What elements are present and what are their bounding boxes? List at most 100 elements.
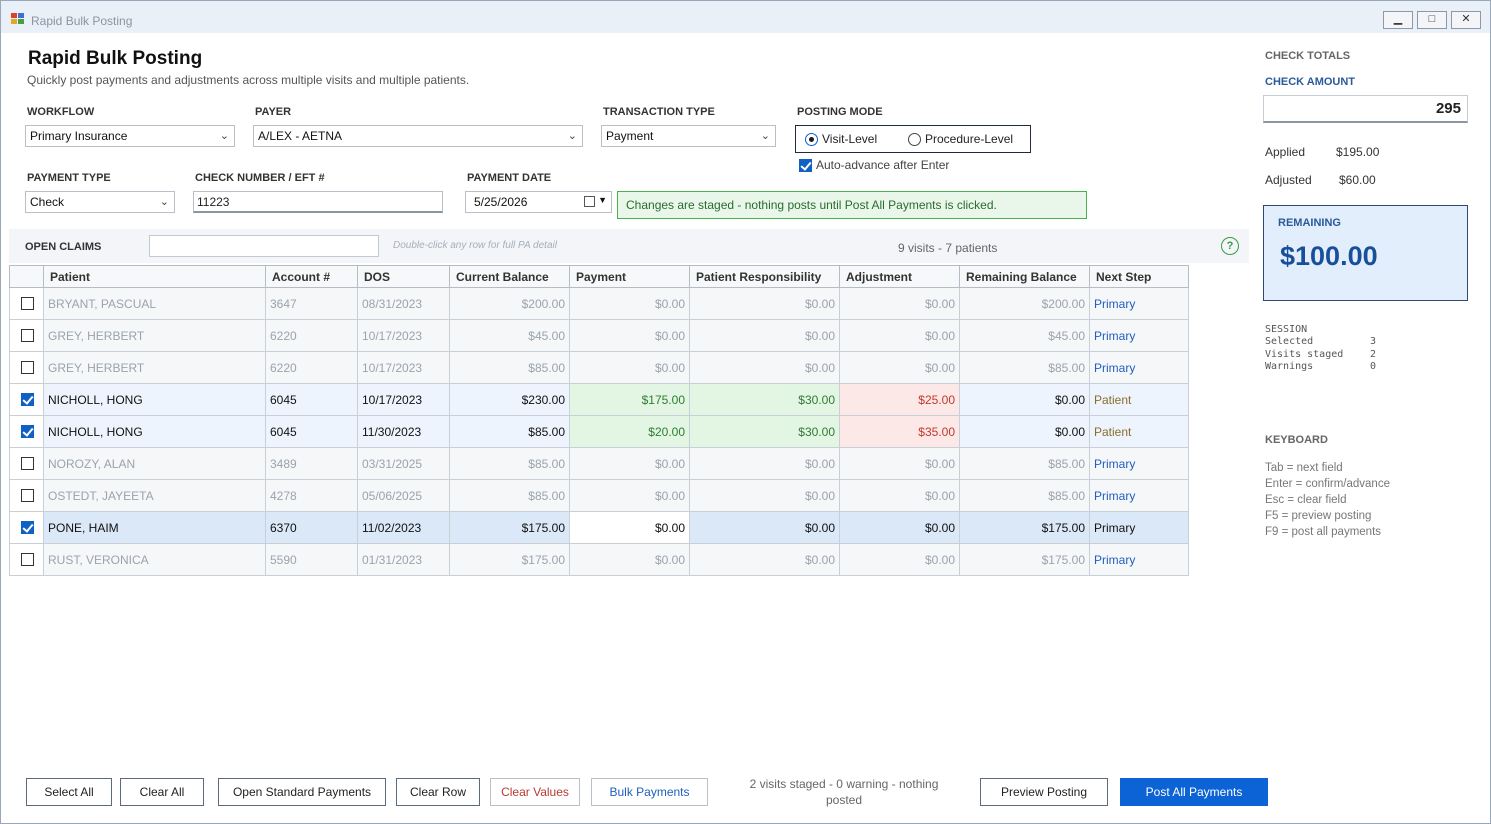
auto-advance-label[interactable]: Auto-advance after Enter — [816, 158, 950, 172]
staged-status: 2 visits staged - 0 warning - nothing po… — [749, 777, 939, 807]
cell-adjustment[interactable]: $25.00 — [839, 383, 960, 416]
cell-patient-responsibility[interactable]: $0.00 — [689, 351, 840, 384]
maximize-button[interactable]: □ — [1417, 11, 1447, 29]
cell-dos: 05/06/2025 — [357, 479, 450, 512]
cell-patient-responsibility[interactable]: $30.00 — [689, 415, 840, 448]
minimize-button[interactable]: ▁ — [1383, 11, 1413, 29]
row-checkbox[interactable] — [21, 521, 34, 534]
row-checkbox[interactable] — [21, 393, 34, 406]
close-button[interactable]: ✕ — [1451, 11, 1481, 29]
payment-date-value: 5/25/2026 — [474, 195, 528, 209]
auto-advance-checkbox[interactable] — [799, 159, 812, 172]
cell-adjustment[interactable]: $0.00 — [839, 479, 960, 512]
col-current-balance[interactable]: Current Balance — [449, 265, 570, 288]
cell-payment[interactable]: $0.00 — [569, 479, 690, 512]
table-row[interactable]: BRYANT, PASCUAL 3647 08/31/2023 $200.00 $0.0… — [9, 287, 1189, 320]
table-row[interactable]: NICHOLL, HONG 6045 10/17/2023 $230.00 $175.0… — [9, 383, 1189, 416]
cell-adjustment[interactable]: $0.00 — [839, 351, 960, 384]
cell-patient-responsibility[interactable]: $0.00 — [689, 447, 840, 480]
help-icon[interactable]: ? — [1221, 237, 1239, 255]
shortcut-item: F9 = post all payments — [1265, 526, 1382, 538]
table-row[interactable]: NOROZY, ALAN 3489 03/31/2025 $85.00 $0.00 $0.… — [9, 447, 1189, 480]
payment-type-select[interactable]: Check ⌄ — [25, 191, 175, 213]
row-checkbox[interactable] — [21, 489, 34, 502]
claims-filter-input[interactable] — [149, 235, 379, 257]
cell-adjustment[interactable]: $0.00 — [839, 447, 960, 480]
cell-payment[interactable]: $0.00 — [569, 447, 690, 480]
clear-values-button[interactable]: Clear Values — [490, 778, 580, 806]
post-all-payments-button[interactable]: Post All Payments — [1120, 778, 1268, 806]
table-row[interactable]: GREY, HERBERT 6220 10/17/2023 $45.00 $0.00 $0… — [9, 319, 1189, 352]
col-patient-responsibility[interactable]: Patient Responsibility — [689, 265, 840, 288]
row-checkbox[interactable] — [21, 457, 34, 470]
transaction-type-select[interactable]: Payment ⌄ — [601, 125, 776, 147]
cell-next-step: Patient — [1089, 415, 1189, 448]
cell-payment[interactable]: $0.00 — [569, 511, 690, 544]
cell-adjustment[interactable]: $0.00 — [839, 319, 960, 352]
cell-remaining-balance: $85.00 — [959, 479, 1090, 512]
workflow-select[interactable]: Primary Insurance ⌄ — [25, 125, 235, 147]
col-account[interactable]: Account # — [265, 265, 358, 288]
cell-patient-responsibility[interactable]: $0.00 — [689, 511, 840, 544]
payer-select[interactable]: A/LEX - AETNA ⌄ — [253, 125, 583, 147]
remaining-label: REMAINING — [1278, 217, 1341, 229]
col-next-step[interactable]: Next Step — [1089, 265, 1189, 288]
radio-procedure-level[interactable] — [908, 133, 921, 146]
row-checkbox[interactable] — [21, 425, 34, 438]
session-title: SESSION — [1265, 324, 1308, 335]
table-row[interactable]: OSTEDT, JAYEETA 4278 05/06/2025 $85.00 $0.00… — [9, 479, 1189, 512]
cell-payment[interactable]: $0.00 — [569, 543, 690, 576]
cell-patient-responsibility[interactable]: $0.00 — [689, 287, 840, 320]
cell-patient-responsibility[interactable]: $30.00 — [689, 383, 840, 416]
table-row[interactable]: PONE, HAIM 6370 11/02/2023 $175.00 $0.00 $0.0… — [9, 511, 1189, 544]
cell-payment[interactable]: $0.00 — [569, 351, 690, 384]
cell-dos: 11/02/2023 — [357, 511, 450, 544]
row-checkbox[interactable] — [21, 361, 34, 374]
cell-patient-responsibility[interactable]: $0.00 — [689, 479, 840, 512]
table-header: Patient Account # DOS Current Balance Pa… — [9, 265, 1189, 288]
check-number-input[interactable]: 11223 — [193, 191, 443, 213]
chevron-down-icon: ⌄ — [760, 130, 770, 142]
col-remaining-balance[interactable]: Remaining Balance — [959, 265, 1090, 288]
cell-payment[interactable]: $175.00 — [569, 383, 690, 416]
cell-payment[interactable]: $0.00 — [569, 287, 690, 320]
col-dos[interactable]: DOS — [357, 265, 450, 288]
chevron-down-icon[interactable]: ▼ — [598, 195, 607, 205]
open-standard-payments-button[interactable]: Open Standard Payments — [218, 778, 386, 806]
visit-level-label[interactable]: Visit-Level — [822, 132, 878, 146]
cell-patient-responsibility[interactable]: $0.00 — [689, 543, 840, 576]
row-checkbox[interactable] — [21, 329, 34, 342]
col-patient[interactable]: Patient — [43, 265, 266, 288]
payment-date-picker[interactable]: 5/25/2026 ▼ — [465, 191, 612, 213]
row-checkbox[interactable] — [21, 553, 34, 566]
cell-current-balance: $230.00 — [449, 383, 570, 416]
session-selected-value: 3 — [1370, 336, 1377, 347]
cell-adjustment[interactable]: $0.00 — [839, 543, 960, 576]
col-payment[interactable]: Payment — [569, 265, 690, 288]
cell-payment[interactable]: $0.00 — [569, 319, 690, 352]
payer-label: PAYER — [255, 106, 292, 118]
cell-adjustment[interactable]: $0.00 — [839, 511, 960, 544]
clear-all-button[interactable]: Clear All — [120, 778, 204, 806]
table-row[interactable]: NICHOLL, HONG 6045 11/30/2023 $85.00 $20.00 $… — [9, 415, 1189, 448]
col-adjustment[interactable]: Adjustment — [839, 265, 960, 288]
check-amount-input[interactable]: 295 — [1263, 95, 1468, 123]
row-checkbox[interactable] — [21, 297, 34, 310]
table-row[interactable]: GREY, HERBERT 6220 10/17/2023 $85.00 $0.00 $0… — [9, 351, 1189, 384]
app-icon — [11, 13, 24, 25]
cell-remaining-balance: $200.00 — [959, 287, 1090, 320]
cell-patient-responsibility[interactable]: $0.00 — [689, 319, 840, 352]
bulk-payments-button[interactable]: Bulk Payments — [591, 778, 708, 806]
table-row[interactable]: RUST, VERONICA 5590 01/31/2023 $175.00 $0.00… — [9, 543, 1189, 576]
procedure-level-label[interactable]: Procedure-Level — [925, 132, 1014, 146]
cell-adjustment[interactable]: $35.00 — [839, 415, 960, 448]
cell-adjustment[interactable]: $0.00 — [839, 287, 960, 320]
cell-payment[interactable]: $20.00 — [569, 415, 690, 448]
select-all-button[interactable]: Select All — [26, 778, 112, 806]
row-select-cell — [9, 415, 44, 448]
calendar-icon[interactable] — [584, 196, 595, 207]
preview-posting-button[interactable]: Preview Posting — [980, 778, 1108, 806]
radio-visit-level[interactable] — [805, 133, 818, 146]
clear-row-button[interactable]: Clear Row — [396, 778, 480, 806]
cell-dos: 10/17/2023 — [357, 383, 450, 416]
